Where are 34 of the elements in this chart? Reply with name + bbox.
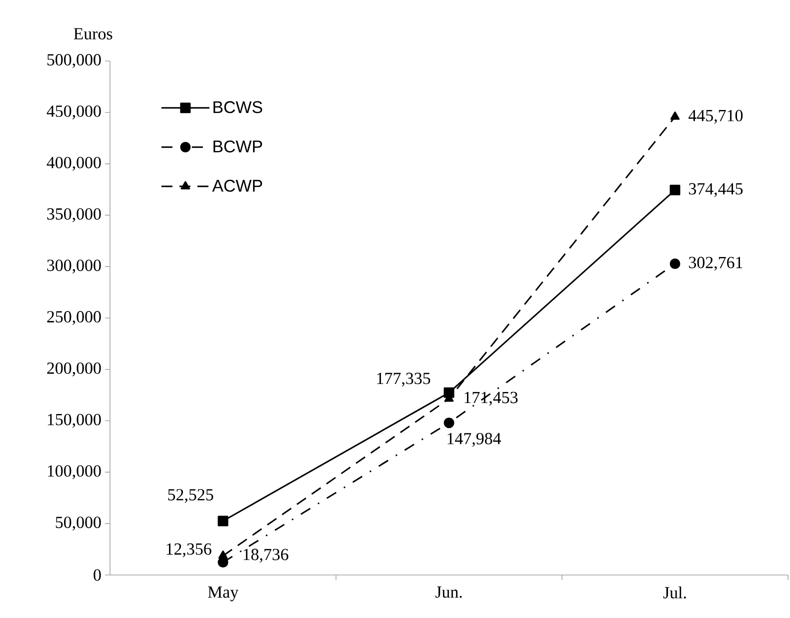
legend-label: BCWS bbox=[214, 101, 262, 114]
data-label: 445,710 bbox=[688, 110, 743, 124]
point bbox=[218, 550, 228, 559]
x-tick-label: May bbox=[208, 586, 238, 602]
x-tick-label: Jul. bbox=[663, 586, 686, 598]
data-label: 302,761 bbox=[689, 256, 742, 271]
y-tick-label: 250,000 bbox=[47, 311, 101, 325]
y-tick-label: 350,000 bbox=[47, 208, 101, 222]
legend-label: BCWP bbox=[214, 140, 262, 152]
point bbox=[218, 557, 228, 568]
point bbox=[670, 112, 680, 120]
y-tick-label: 50,000 bbox=[56, 516, 101, 531]
data-label: 18,736 bbox=[244, 548, 288, 563]
y-tick-label: 150,000 bbox=[48, 414, 101, 428]
y-tick-label: 200,000 bbox=[47, 362, 101, 376]
y-axis-title: Euros bbox=[74, 28, 112, 40]
x-tick-label: Jun. bbox=[435, 586, 462, 598]
y-tick-label: 300,000 bbox=[47, 260, 101, 274]
point bbox=[444, 418, 454, 428]
y-tick-label: 400,000 bbox=[46, 156, 101, 171]
data-label: 171,453 bbox=[464, 392, 518, 406]
y-tick-label: 500,000 bbox=[47, 54, 101, 68]
legend-label: ACWP bbox=[212, 180, 262, 192]
data-label: 177,335 bbox=[377, 372, 430, 387]
point bbox=[218, 516, 228, 526]
data-label: 12,356 bbox=[166, 543, 212, 558]
point bbox=[670, 258, 680, 269]
y-tick-label: 100,000 bbox=[48, 465, 101, 480]
point bbox=[670, 184, 680, 196]
data-label: 374,445 bbox=[689, 183, 743, 197]
y-tick-label: 450,000 bbox=[46, 105, 101, 120]
data-label: 52,525 bbox=[168, 489, 214, 503]
y-tick-label: 0 bbox=[94, 569, 101, 581]
data-label: 147,984 bbox=[448, 432, 501, 447]
